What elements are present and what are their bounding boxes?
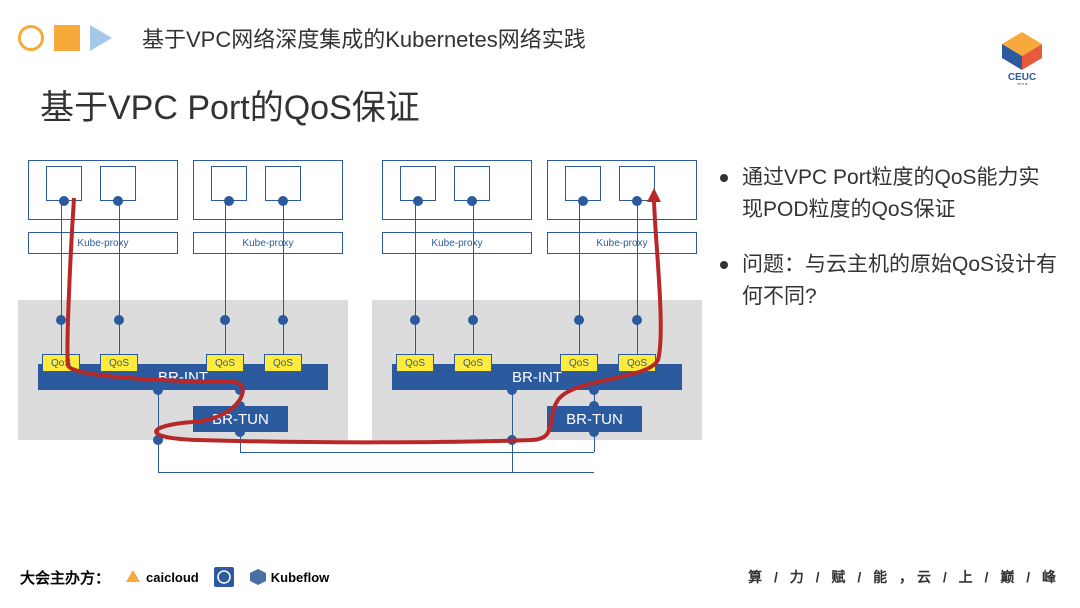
- port-dot: [153, 385, 163, 395]
- header: 基于VPC网络深度集成的Kubernetes网络实践: [18, 18, 1062, 58]
- connector-line: [61, 201, 62, 356]
- sponsor-cosf: [213, 566, 235, 588]
- qos-box: QoS: [206, 354, 244, 372]
- kube-proxy-box: Kube-proxy: [193, 232, 343, 254]
- qos-box: QoS: [42, 354, 80, 372]
- sponsor-kubeflow: Kubeflow: [249, 568, 330, 586]
- port-dot: [589, 385, 599, 395]
- port-dot: [278, 315, 288, 325]
- connector-line: [240, 452, 594, 453]
- port-dot: [507, 385, 517, 395]
- connector-line: [158, 452, 159, 472]
- connector-line: [512, 452, 513, 472]
- architecture-diagram: Kube-proxyKube-proxyBR-INTQoSQoSQoSQoSBR…: [18, 160, 698, 500]
- circle-icon: [18, 25, 44, 51]
- port-dot: [114, 315, 124, 325]
- qos-box: QoS: [396, 354, 434, 372]
- qos-box: QoS: [560, 354, 598, 372]
- sponsor-label: caicloud: [146, 570, 199, 585]
- caicloud-icon: [124, 568, 142, 586]
- port-dot: [632, 315, 642, 325]
- kube-proxy-box: Kube-proxy: [547, 232, 697, 254]
- qos-box: QoS: [618, 354, 656, 372]
- kube-proxy-box: Kube-proxy: [28, 232, 178, 254]
- connector-line: [158, 472, 594, 473]
- connector-line: [637, 201, 638, 356]
- port-dot: [574, 315, 584, 325]
- bullet-dot-icon: [720, 261, 728, 269]
- bullet-text: 问题：与云主机的原始QoS设计有何不同?: [742, 249, 1060, 312]
- port-dot: [410, 315, 420, 325]
- port-dot: [507, 435, 517, 445]
- breadcrumb: 基于VPC网络深度集成的Kubernetes网络实践: [142, 22, 586, 54]
- port-dot: [468, 315, 478, 325]
- connector-line: [415, 201, 416, 356]
- port-dot: [56, 315, 66, 325]
- square-icon: [54, 25, 80, 51]
- kubeflow-icon: [249, 568, 267, 586]
- port-dot: [589, 401, 599, 411]
- footer-slogan: 算 / 力 / 赋 / 能 ，云 / 上 / 巅 / 峰: [748, 567, 1060, 587]
- sponsor-label: Kubeflow: [271, 570, 330, 585]
- cosf-icon: [213, 566, 235, 588]
- qos-box: QoS: [454, 354, 492, 372]
- conference-logo: CEUC 2018: [992, 30, 1052, 85]
- header-shapes: [18, 25, 112, 51]
- bullet-text: 通过VPC Port粒度的QoS能力实现POD粒度的QoS保证: [742, 162, 1060, 225]
- page-title: 基于VPC Port的QoS保证: [40, 80, 420, 129]
- port-dot: [220, 315, 230, 325]
- connector-line: [579, 201, 580, 356]
- port-dot: [589, 427, 599, 437]
- sponsor-caicloud: caicloud: [124, 568, 199, 586]
- qos-box: QoS: [100, 354, 138, 372]
- bullet-item: 问题：与云主机的原始QoS设计有何不同?: [720, 249, 1060, 312]
- connector-line: [283, 201, 284, 356]
- connector-line: [119, 201, 120, 356]
- qos-box: QoS: [264, 354, 302, 372]
- footer-sponsors: 大会主办方： caicloud Kubeflow: [20, 566, 329, 588]
- kube-proxy-box: Kube-proxy: [382, 232, 532, 254]
- bullet-list: 通过VPC Port粒度的QoS能力实现POD粒度的QoS保证 问题：与云主机的…: [720, 162, 1060, 336]
- port-dot: [113, 196, 123, 206]
- footer: 大会主办方： caicloud Kubeflow 算 / 力 / 赋 / 能 ，…: [20, 566, 1060, 588]
- port-dot: [235, 427, 245, 437]
- logo-text: CEUC: [1008, 72, 1036, 83]
- port-dot: [153, 435, 163, 445]
- bullet-item: 通过VPC Port粒度的QoS能力实现POD粒度的QoS保证: [720, 162, 1060, 225]
- port-dot: [235, 401, 245, 411]
- triangle-icon: [90, 25, 112, 51]
- host-label: 大会主办方：: [20, 567, 110, 588]
- connector-line: [225, 201, 226, 356]
- port-dot: [235, 385, 245, 395]
- bullet-dot-icon: [720, 174, 728, 182]
- connector-line: [473, 201, 474, 356]
- port-dot: [467, 196, 477, 206]
- logo-year: 2018: [1016, 83, 1027, 85]
